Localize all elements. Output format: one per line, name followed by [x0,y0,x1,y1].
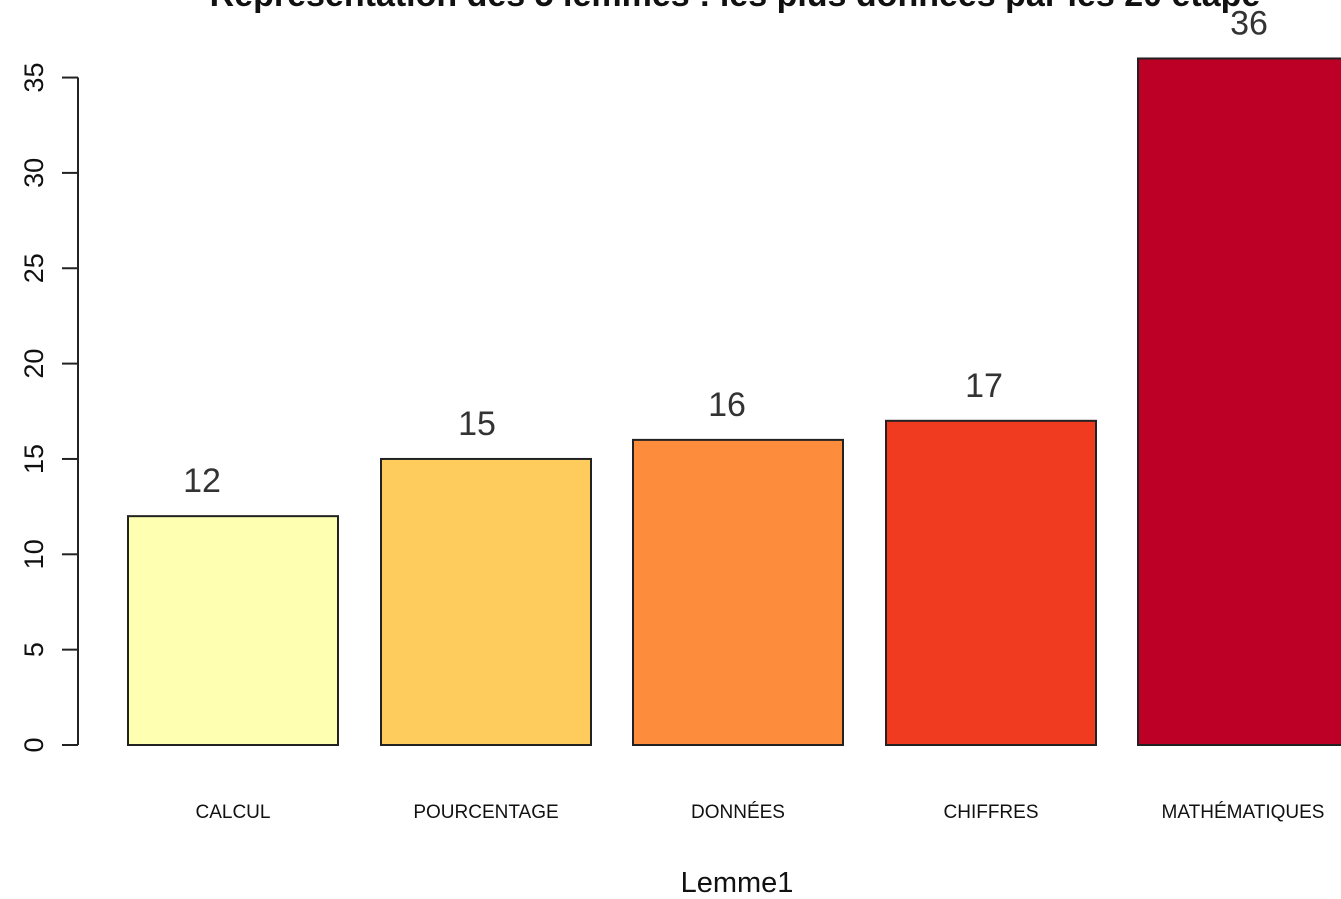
y-tick-label: 0 [19,737,49,752]
bar-mathématiques [1137,57,1341,747]
x-category-label: DONNÉES [691,802,785,823]
bars-group: 12 15 16 17 36 [127,4,1341,747]
chart-title: Représentation des 5 lemmes : les plus d… [210,0,1261,14]
y-tick-label: 5 [19,642,49,657]
y-tick-label: 20 [19,349,49,379]
data-label: 16 [708,386,746,424]
x-category-label: CHIFFRES [944,802,1039,823]
y-tick-label: 30 [19,158,49,188]
data-label: 17 [965,367,1003,405]
data-label: 12 [183,462,221,500]
bar-calcul [127,515,339,746]
bar-pourcentage [380,457,592,746]
x-category-labels: CALCUL POURCENTAGE DONNÉES CHIFFRES MATHÉMAT… [196,802,1325,823]
y-tick-label: 10 [19,539,49,569]
y-tick-label: 25 [19,253,49,283]
bar-chiffres [885,419,1097,746]
bar-données [632,438,844,746]
x-category-label: POURCENTAGE [413,802,558,823]
x-category-label: MATHÉMATIQUES [1162,802,1325,823]
y-axis: 0 5 10 15 20 25 30 35 [19,63,79,753]
x-category-label: CALCUL [196,802,271,823]
data-label: 36 [1230,4,1268,42]
x-axis-label: Lemme1 [681,867,794,899]
y-tick-label: 35 [19,63,49,93]
data-label: 15 [458,405,496,443]
y-tick-label: 15 [19,444,49,474]
